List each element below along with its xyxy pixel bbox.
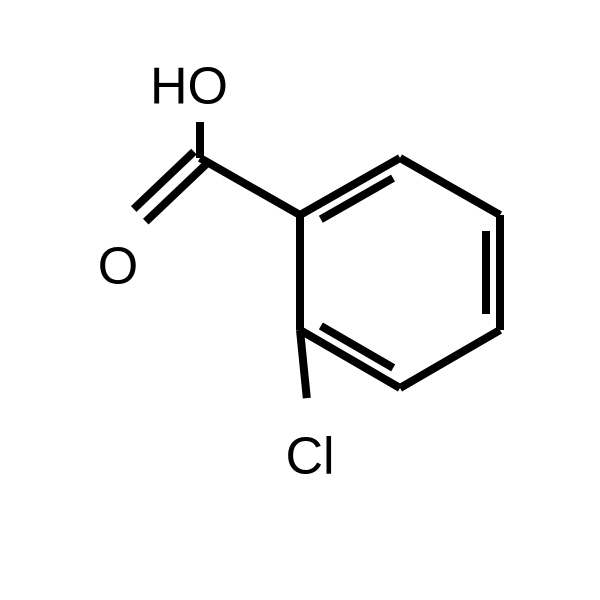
- atom-label-o2: O: [98, 238, 138, 296]
- bond-line: [400, 330, 500, 388]
- bond-line: [300, 330, 307, 398]
- molecule-diagram: HO O Cl: [0, 0, 600, 600]
- bond-line: [400, 158, 500, 215]
- bond-line: [200, 158, 300, 215]
- atom-label-o1: HO: [150, 58, 228, 116]
- atom-label-cl: Cl: [285, 428, 334, 486]
